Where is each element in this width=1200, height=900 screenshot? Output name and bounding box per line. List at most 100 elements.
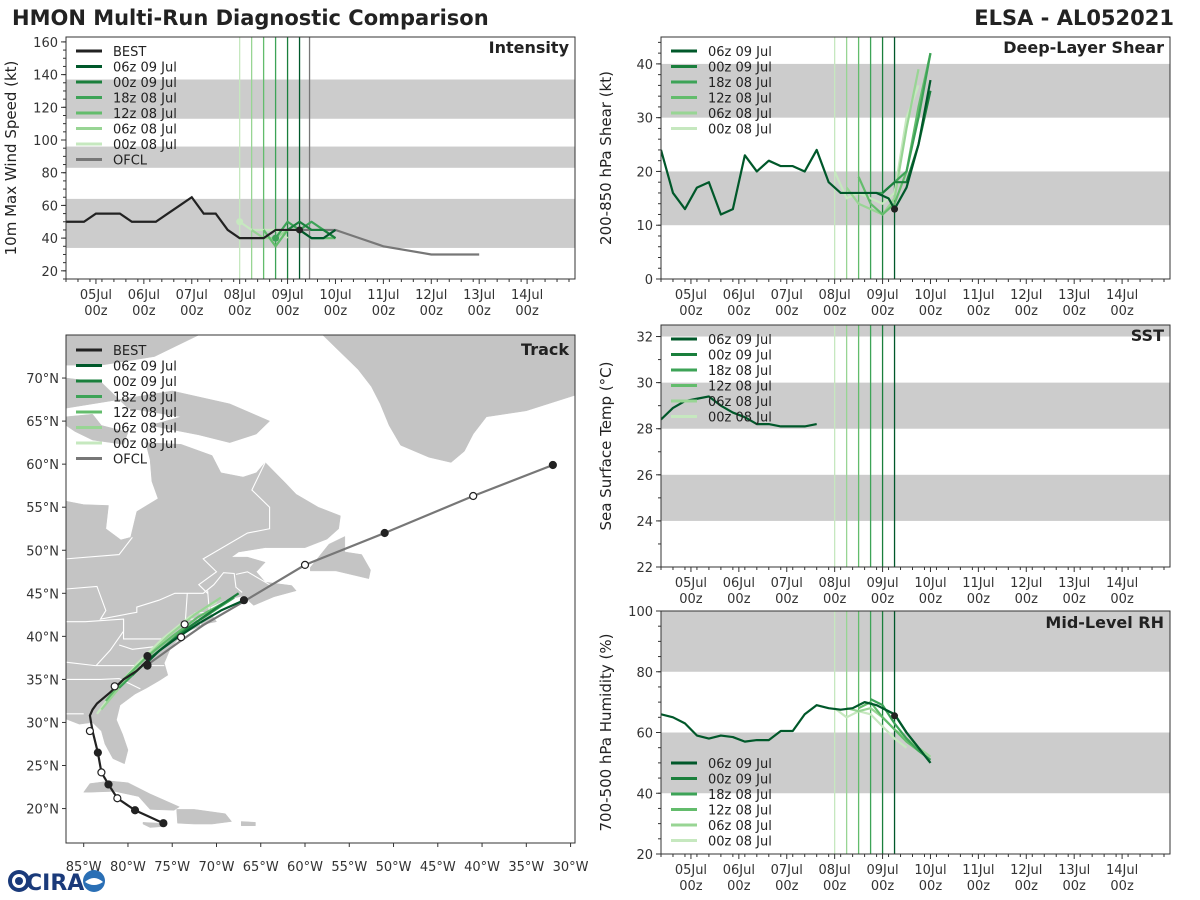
x-tick-label: 07Jul [176, 288, 208, 303]
x-tick-label: 00z [1110, 304, 1134, 319]
x-tick-label: 00z [1015, 879, 1039, 894]
x-tick-label: 09Jul [866, 288, 898, 303]
forecast-line [286, 220, 337, 240]
lon-tick-label: 60°W [287, 860, 323, 875]
panel-title: Deep-Layer Shear [1003, 38, 1164, 57]
legend-label: 18z 08 Jul [708, 788, 772, 803]
ofcl-track-point [300, 560, 310, 569]
land-shape [322, 335, 575, 463]
x-tick-label: 09Jul [866, 863, 898, 878]
ofcl-track-point [180, 620, 189, 629]
y-axis-label: Sea Surface Temp (°C) [597, 361, 615, 530]
lat-tick-label: 50°N [26, 544, 59, 559]
x-tick-label: 08Jul [819, 288, 851, 303]
shaded-band [661, 325, 1170, 337]
best-track-line [66, 195, 300, 240]
best-track-point [104, 780, 113, 789]
political-border [66, 572, 243, 620]
ofcl-track-point [143, 660, 152, 669]
land-shape [66, 377, 271, 443]
y-tick-label: 40 [636, 58, 653, 73]
x-tick-label: 00z [967, 592, 991, 607]
x-tick-label: 00z [919, 592, 943, 607]
x-tick-label: 07Jul [771, 288, 803, 303]
best-track-point [159, 819, 168, 828]
x-tick-label: 06Jul [128, 288, 160, 303]
x-tick-label: 06Jul [723, 576, 755, 591]
track-frame [65, 334, 576, 844]
x-tick-label: 00z [132, 304, 156, 319]
storm-id-title: ELSA - AL052021 [974, 6, 1174, 30]
x-tick-label: 11Jul [962, 576, 994, 591]
forecast-line [833, 85, 920, 205]
x-tick-label: 05Jul [80, 288, 112, 303]
legend-label: 06z 08 Jul [113, 422, 177, 437]
panel-title: Intensity [489, 38, 570, 57]
legend-label: 06z 09 Jul [708, 333, 772, 348]
lat-tick-label: 30°N [26, 716, 59, 731]
political-border [95, 619, 125, 667]
shaded-band [66, 198, 575, 248]
x-tick-label: 00z [727, 592, 751, 607]
lat-tick-label: 55°N [26, 501, 59, 516]
y-tick-label: 100 [33, 134, 58, 149]
legend-label: OFCL [113, 154, 148, 169]
legend-label: 00z 09 Jul [708, 61, 772, 76]
legend-label: 06z 09 Jul [708, 757, 772, 772]
lon-tick-label: 35°W [508, 860, 544, 875]
lat-tick-label: 25°N [26, 760, 59, 775]
y-tick-label: 10 [636, 219, 653, 234]
forecast-line [857, 52, 932, 216]
best-track-point [110, 682, 119, 691]
x-tick-label: 12Jul [1010, 288, 1042, 303]
legend-label: 12z 08 Jul [113, 406, 177, 421]
y-tick-label: 120 [33, 101, 58, 116]
best-track-point [93, 748, 102, 757]
x-tick-label: 12Jul [1010, 863, 1042, 878]
track-plot-area [66, 335, 575, 843]
y-tick-label: 30 [636, 377, 653, 392]
legend-label: 00z 08 Jul [708, 835, 772, 850]
x-tick-label: 08Jul [819, 863, 851, 878]
lon-tick-label: 75°W [154, 860, 190, 875]
x-tick-label: 00z [1063, 304, 1087, 319]
ofcl-track-point [548, 460, 557, 470]
land-shape [142, 822, 163, 828]
x-tick-label: 00z [84, 304, 108, 319]
y-tick-label: 28 [636, 423, 653, 438]
best-track-point [113, 794, 122, 803]
x-tick-label: 14Jul [1106, 863, 1138, 878]
x-tick-label: 00z [468, 304, 492, 319]
x-tick-label: 00z [1015, 304, 1039, 319]
forecast-line [661, 701, 932, 764]
x-tick-label: 10Jul [914, 288, 946, 303]
y-tick-label: 80 [41, 167, 58, 182]
shear-panel: 01020304005Jul00z06Jul00z07Jul00z08Jul00… [597, 36, 1171, 319]
ofcl-track-point [176, 633, 186, 642]
shaded-band [661, 611, 1170, 672]
x-tick-label: 13Jul [1058, 288, 1090, 303]
shaded-band [66, 79, 575, 119]
forecast-line [298, 229, 337, 240]
x-tick-label: 00z [727, 304, 751, 319]
lat-tick-label: 60°N [26, 458, 59, 473]
lon-tick-label: 55°W [331, 860, 367, 875]
x-tick-label: 10Jul [319, 288, 351, 303]
rh-plot-area [661, 611, 1170, 854]
x-tick-label: 06Jul [723, 863, 755, 878]
x-tick-label: 00z [420, 304, 444, 319]
legend-label: 18z 08 Jul [113, 391, 177, 406]
x-tick-label: 00z [180, 304, 204, 319]
x-tick-label: 00z [1063, 592, 1087, 607]
political-border [197, 462, 271, 594]
x-tick-label: 00z [679, 592, 703, 607]
shaded-band [661, 171, 1170, 226]
legend-label: 12z 08 Jul [708, 380, 772, 395]
x-tick-label: 13Jul [1058, 576, 1090, 591]
data-point-marker [236, 218, 244, 226]
x-tick-label: 00z [727, 879, 751, 894]
x-tick-label: 10Jul [914, 576, 946, 591]
